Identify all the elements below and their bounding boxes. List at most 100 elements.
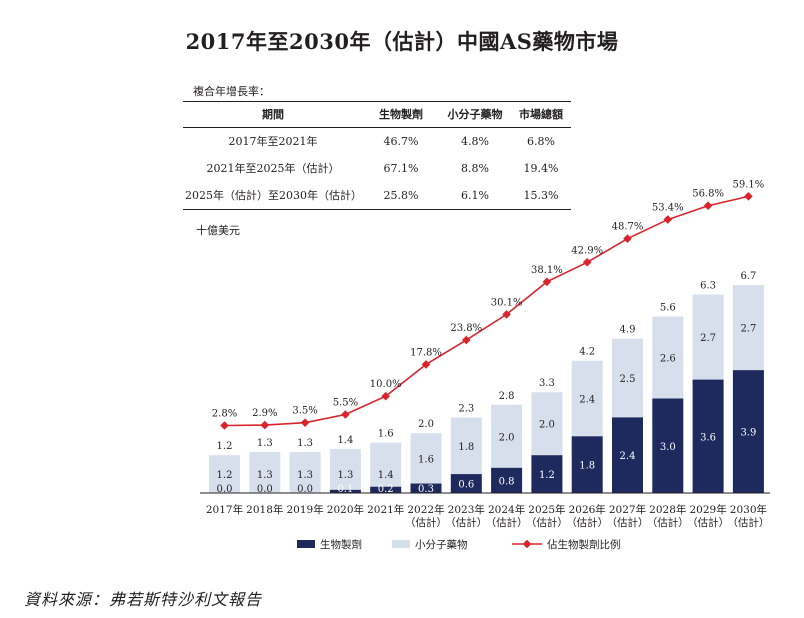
- x-tick-label: 2018年: [246, 503, 283, 516]
- x-tick-label: 2027年: [609, 503, 646, 516]
- bar-small-molecule-label: 2.7: [740, 324, 756, 335]
- share-point-label: 56.8%: [692, 189, 724, 200]
- bar-biologics-label: 2.4: [620, 451, 636, 462]
- x-tick-label: 2030年: [730, 503, 767, 516]
- cagr-cell: 25.8%: [363, 182, 439, 210]
- bar-biologics-label: 0.0: [217, 484, 233, 495]
- y-unit-label: 十億美元: [196, 224, 240, 237]
- bar-small-molecule: [652, 316, 684, 399]
- bar-total-label: 3.3: [539, 378, 555, 389]
- bar-biologics: [531, 455, 563, 493]
- cagr-row: 2025年（估計）至2030年（估計） 25.8% 6.1% 15.3%: [183, 182, 571, 210]
- cagr-header-row: 期間 生物製劑 小分子藥物 市場總額: [183, 101, 571, 128]
- share-point-label: 48.7%: [612, 222, 644, 233]
- cagr-caption: 複合年增長率：: [193, 85, 270, 98]
- share-point-label: 5.5%: [333, 398, 358, 409]
- bar-small-molecule: [370, 442, 402, 487]
- x-tick-label: （估計）: [445, 516, 487, 529]
- bar-biologics: [370, 486, 402, 493]
- cagr-cell: 6.8%: [527, 134, 555, 148]
- x-tick-label: 2029年: [689, 503, 726, 516]
- bar-small-molecule-label: 2.0: [539, 420, 555, 431]
- share-point-label: 23.8%: [450, 323, 482, 334]
- legend-share-label: 佔生物製劑比例: [547, 538, 621, 551]
- share-point: [703, 201, 713, 211]
- bar-total-label: 1.4: [337, 435, 353, 446]
- bar-biologics: [450, 474, 482, 493]
- bar-small-molecule: [410, 433, 442, 484]
- bar-biologics-label: 0.6: [458, 480, 474, 491]
- bar-total-label: 5.6: [660, 303, 676, 314]
- bar-biologics-label: 0.8: [499, 476, 515, 487]
- share-point-label: 53.4%: [652, 203, 684, 214]
- bar-total-label: 1.6: [378, 429, 394, 440]
- share-point-label: 3.5%: [292, 406, 317, 417]
- bar-total-label: 4.2: [579, 347, 595, 358]
- bar-biologics-label: 3.6: [700, 432, 716, 443]
- legend-biologics-label: 生物製劑: [320, 538, 362, 551]
- share-point: [663, 215, 673, 224]
- bar-total-label: 1.3: [257, 438, 273, 449]
- x-tick-label: 2019年: [286, 503, 323, 516]
- bar-biologics: [612, 417, 643, 493]
- cagr-header-total: 市場總額: [511, 101, 571, 128]
- x-tick-label: 2021年: [367, 503, 404, 516]
- cagr-row: 2021年至2025年（估計） 67.1% 8.8% 19.4%: [183, 155, 571, 182]
- legend-small-molecule-label: 小分子藥物: [415, 538, 468, 551]
- legend-share-marker: [522, 539, 532, 549]
- x-tick-label: （估計）: [566, 516, 608, 529]
- bar-total-label: 2.3: [458, 403, 474, 414]
- cagr-table: 期間 生物製劑 小分子藥物 市場總額 2017年至2021年 46.7% 4.8…: [183, 101, 571, 210]
- share-point: [381, 391, 390, 401]
- bar-small-molecule: [491, 404, 523, 468]
- share-point-label: 30.1%: [491, 297, 523, 308]
- cagr-cell: 15.3%: [511, 182, 571, 210]
- x-tick-label: 2020年: [327, 503, 364, 516]
- share-point-label: 38.1%: [531, 265, 563, 276]
- share-point-label: 17.8%: [410, 347, 442, 358]
- share-point: [260, 420, 270, 430]
- cagr-cell: 4.8%: [461, 134, 489, 148]
- share-line: [224, 195, 749, 427]
- cagr-cell: 19.4%: [523, 161, 559, 175]
- bar-small-molecule: [289, 452, 321, 493]
- share-point-label: 42.9%: [571, 245, 603, 256]
- share-point: [542, 277, 552, 287]
- bar-total-label: 2.8: [499, 391, 515, 402]
- legend-biologics-swatch: [297, 540, 315, 548]
- bar-small-molecule-label: 1.4: [378, 470, 394, 481]
- cagr-cell: 2025年（估計）至2030年（估計）: [183, 182, 363, 210]
- cagr-cell: 67.1%: [383, 161, 419, 175]
- bar-small-molecule-label: 1.3: [337, 470, 353, 481]
- bar-biologics: [410, 483, 442, 493]
- bar-biologics-label: 0.1: [337, 484, 353, 495]
- cagr-cell: 6.1%: [439, 182, 511, 210]
- cagr-cell: 46.7%: [383, 134, 419, 148]
- share-point: [300, 418, 310, 427]
- x-tick-label: （估計）: [486, 516, 528, 529]
- bar-biologics: [329, 489, 361, 493]
- x-tick-label: （估計）: [687, 516, 729, 529]
- bar-small-molecule: [209, 455, 240, 493]
- cagr-header-period: 期間: [183, 101, 363, 128]
- share-point: [582, 257, 592, 267]
- bar-small-molecule-label: 2.6: [660, 354, 676, 365]
- bar-small-molecule: [531, 392, 563, 456]
- cagr-header-biologics: 生物製劑: [363, 101, 439, 128]
- share-point-label: 2.9%: [252, 408, 277, 419]
- bar-biologics: [732, 370, 764, 493]
- bar-total-label: 6.3: [700, 281, 716, 292]
- bar-biologics: [571, 436, 603, 493]
- bar-biologics-label: 0.0: [297, 484, 313, 495]
- cagr-cell: 2017年至2021年: [228, 135, 318, 148]
- legend-small-molecule-swatch: [392, 540, 410, 548]
- bar-total-label: 6.7: [740, 271, 756, 282]
- bar-biologics-label: 0.2: [378, 484, 394, 495]
- bar-small-molecule-label: 2.4: [579, 395, 595, 406]
- bar-total-label: 4.9: [620, 325, 636, 336]
- bar-small-molecule: [329, 448, 361, 490]
- bar-small-molecule-label: 2.5: [620, 374, 636, 385]
- share-point-label: 10.0%: [370, 379, 402, 390]
- x-tick-label: （估計）: [647, 516, 689, 529]
